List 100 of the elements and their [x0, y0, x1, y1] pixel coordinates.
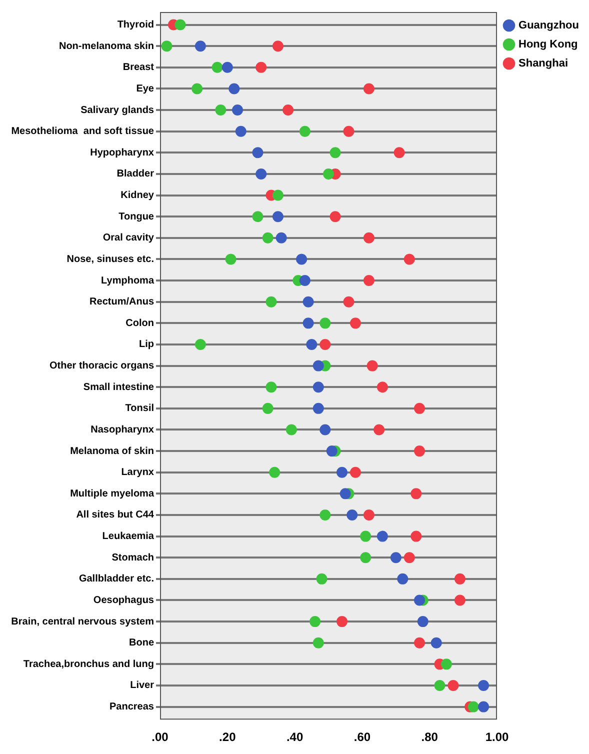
point [296, 254, 308, 265]
point [215, 104, 226, 116]
point [430, 637, 442, 648]
y-tick-label: Kidney [120, 190, 154, 202]
point [266, 296, 277, 308]
y-tick-label: Stomach [112, 552, 154, 564]
point [363, 275, 374, 286]
point [302, 296, 314, 308]
point [363, 232, 374, 244]
point [282, 104, 294, 116]
point [272, 40, 284, 52]
y-tick-label: Breast [122, 62, 155, 74]
legend-label: Shanghai [518, 58, 568, 70]
y-tick-label: Bone [129, 638, 154, 649]
y-tick-label: Pancreas [110, 702, 154, 713]
y-tick-label: Colon [126, 318, 154, 329]
y-tick-label: Tonsil [125, 403, 154, 414]
point [316, 573, 328, 584]
y-tick-label: Bladder [116, 168, 154, 180]
y-tick-label: Oral cavity [102, 232, 154, 244]
point [235, 126, 246, 137]
point [212, 62, 223, 73]
point [454, 573, 466, 584]
point [269, 466, 280, 478]
point [336, 616, 348, 628]
point [272, 190, 284, 201]
point [336, 466, 348, 478]
point [414, 402, 425, 414]
point [350, 318, 361, 329]
y-tick-label: All sites but C44 [76, 510, 154, 521]
point [252, 147, 264, 158]
point [454, 594, 466, 606]
point [192, 83, 203, 94]
point [374, 424, 385, 436]
point [228, 83, 240, 94]
x-tick-label: .80 [421, 730, 438, 744]
point [326, 446, 338, 457]
point [312, 402, 324, 414]
y-tick-label: Melanoma of skin [70, 446, 154, 457]
point [225, 254, 236, 265]
point [276, 232, 287, 244]
y-tick-label: Lip [139, 339, 154, 350]
point [232, 104, 244, 116]
point [394, 147, 405, 158]
y-tick-label: Salivary glands [80, 104, 154, 116]
point [306, 338, 318, 350]
x-tick-label: .40 [286, 730, 304, 744]
y-tick-label: Brain, central nervous system [11, 616, 154, 628]
point [302, 318, 314, 329]
point [363, 509, 374, 520]
point [299, 275, 310, 286]
point [414, 446, 425, 457]
y-tick-label: Eye [136, 83, 154, 94]
point [410, 488, 422, 500]
point [397, 573, 408, 584]
point [262, 232, 274, 244]
x-tick-label: .60 [354, 730, 371, 744]
point [330, 211, 341, 222]
point [161, 40, 172, 52]
point [330, 147, 341, 158]
point [174, 19, 186, 30]
point [194, 338, 206, 350]
point [414, 637, 425, 648]
point [414, 594, 425, 606]
x-tick-label: .00 [152, 730, 169, 744]
point [360, 552, 372, 564]
point [350, 466, 361, 478]
point [266, 382, 277, 393]
y-tick-label: Lymphoma [101, 275, 154, 286]
point [320, 318, 331, 329]
point [417, 616, 428, 628]
point [320, 509, 331, 520]
point [222, 62, 233, 73]
point [310, 616, 321, 628]
point [299, 126, 310, 137]
point [343, 126, 354, 137]
point [312, 637, 324, 648]
point [468, 701, 479, 712]
y-tick-label: Thyroid [117, 20, 154, 31]
point [478, 701, 490, 712]
point [312, 360, 324, 372]
y-tick-label: Gallbladder etc. [78, 574, 154, 585]
point [340, 488, 351, 500]
point [320, 424, 331, 436]
point [286, 424, 297, 436]
y-tick-label: Oesophagus [93, 594, 154, 606]
point [448, 680, 459, 691]
point [440, 658, 452, 670]
y-tick-label: Tongue [118, 211, 154, 222]
point [360, 530, 372, 542]
point [404, 254, 415, 265]
point [262, 402, 274, 414]
x-tick-label: 1.00 [485, 730, 510, 744]
point [343, 296, 354, 308]
point [434, 680, 446, 691]
point [252, 211, 264, 222]
legend-label: Guangzhou [518, 20, 580, 32]
point [272, 211, 284, 222]
point [323, 168, 334, 180]
y-tick-label: Nasopharynx [90, 424, 154, 436]
